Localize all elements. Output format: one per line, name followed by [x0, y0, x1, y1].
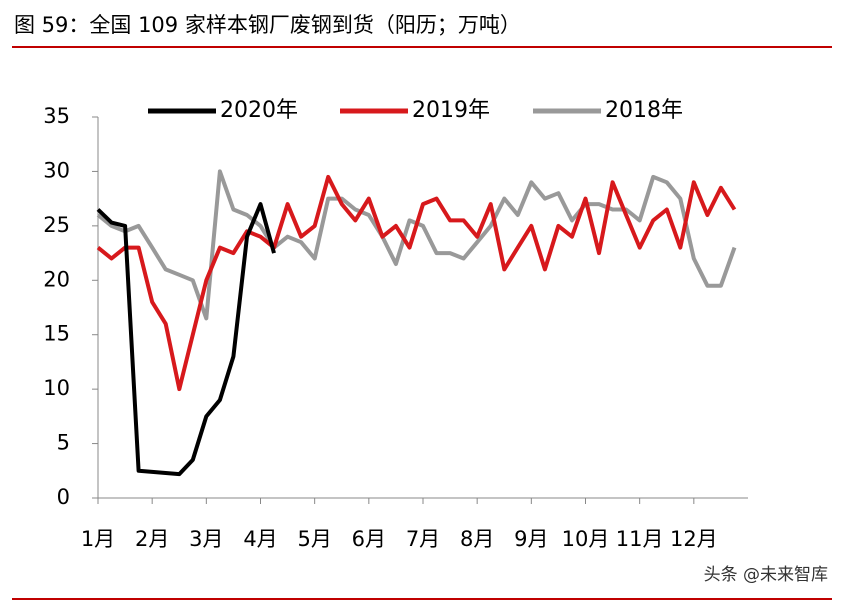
y-tick-label: 10: [43, 376, 70, 400]
x-tick-label: 2月: [135, 527, 169, 551]
legend-label: 2020年: [220, 98, 298, 123]
x-tick-label: 12月: [670, 527, 718, 551]
x-tick-label: 8月: [460, 527, 494, 551]
x-tick-label: 3月: [189, 527, 223, 551]
legend-label: 2019年: [412, 98, 490, 123]
y-tick-label: 30: [43, 158, 70, 182]
y-tick-label: 35: [43, 104, 70, 128]
x-tick-label: 9月: [514, 527, 548, 551]
y-tick-label: 15: [43, 322, 70, 346]
x-tick-label: 1月: [81, 527, 115, 551]
x-tick-label: 6月: [352, 527, 386, 551]
x-tick-label: 7月: [406, 527, 440, 551]
line: [96, 174, 737, 392]
x-tick-label: 10月: [562, 527, 610, 551]
x-tick-label: 5月: [297, 527, 331, 551]
y-tick-label: 5: [57, 431, 70, 455]
chart-title: 图 59：全国 109 家样本钢厂废钢到货（阳历；万吨）: [14, 13, 521, 37]
watermark: 头条 @未来智库: [704, 565, 828, 585]
y-tick-label: 20: [43, 267, 70, 291]
x-tick-label: 4月: [243, 527, 277, 551]
y-tick-label: 0: [57, 485, 70, 509]
x-tick-label: 11月: [616, 527, 664, 551]
line: [96, 202, 276, 477]
legend-label: 2018年: [605, 98, 683, 123]
y-tick-label: 25: [43, 213, 70, 237]
